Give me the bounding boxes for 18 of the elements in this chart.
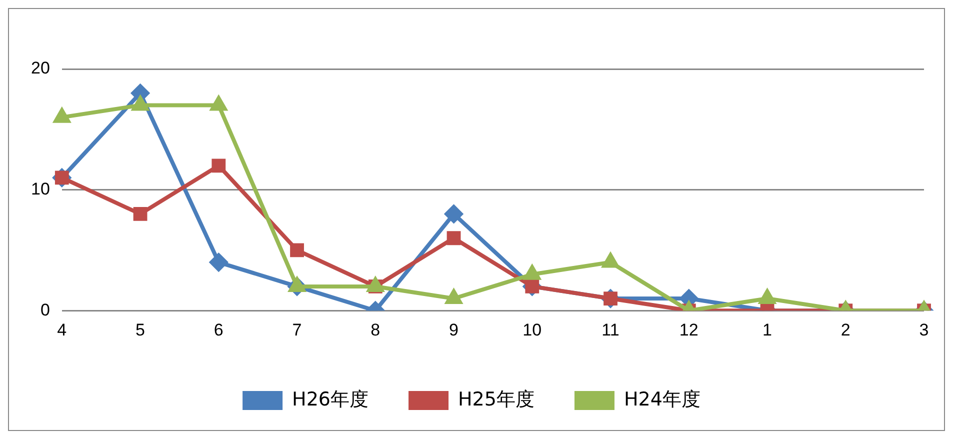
x-tick-label: 1 (762, 320, 772, 340)
x-tick-label: 9 (449, 320, 459, 340)
y-tick-label: 20 (30, 58, 50, 78)
x-tick-label: 5 (136, 320, 146, 340)
y-tick-label: 10 (30, 179, 50, 198)
x-tick-label: 11 (602, 320, 620, 340)
x-tick-label: 6 (214, 320, 224, 340)
legend-label: H25年度 (458, 388, 534, 410)
x-tick-label: 12 (679, 320, 698, 340)
legend-label: H26年度 (292, 388, 369, 410)
y-tick-label: 0 (40, 300, 50, 320)
x-tick-label: 7 (292, 320, 302, 340)
x-tick-label: 8 (370, 320, 380, 340)
x-tick-label: 3 (919, 320, 929, 340)
x-tick-label: 10 (522, 320, 542, 340)
x-tick-label: 2 (840, 320, 850, 340)
legend-label: H24年度 (624, 388, 700, 410)
x-tick-label: 4 (57, 320, 67, 340)
